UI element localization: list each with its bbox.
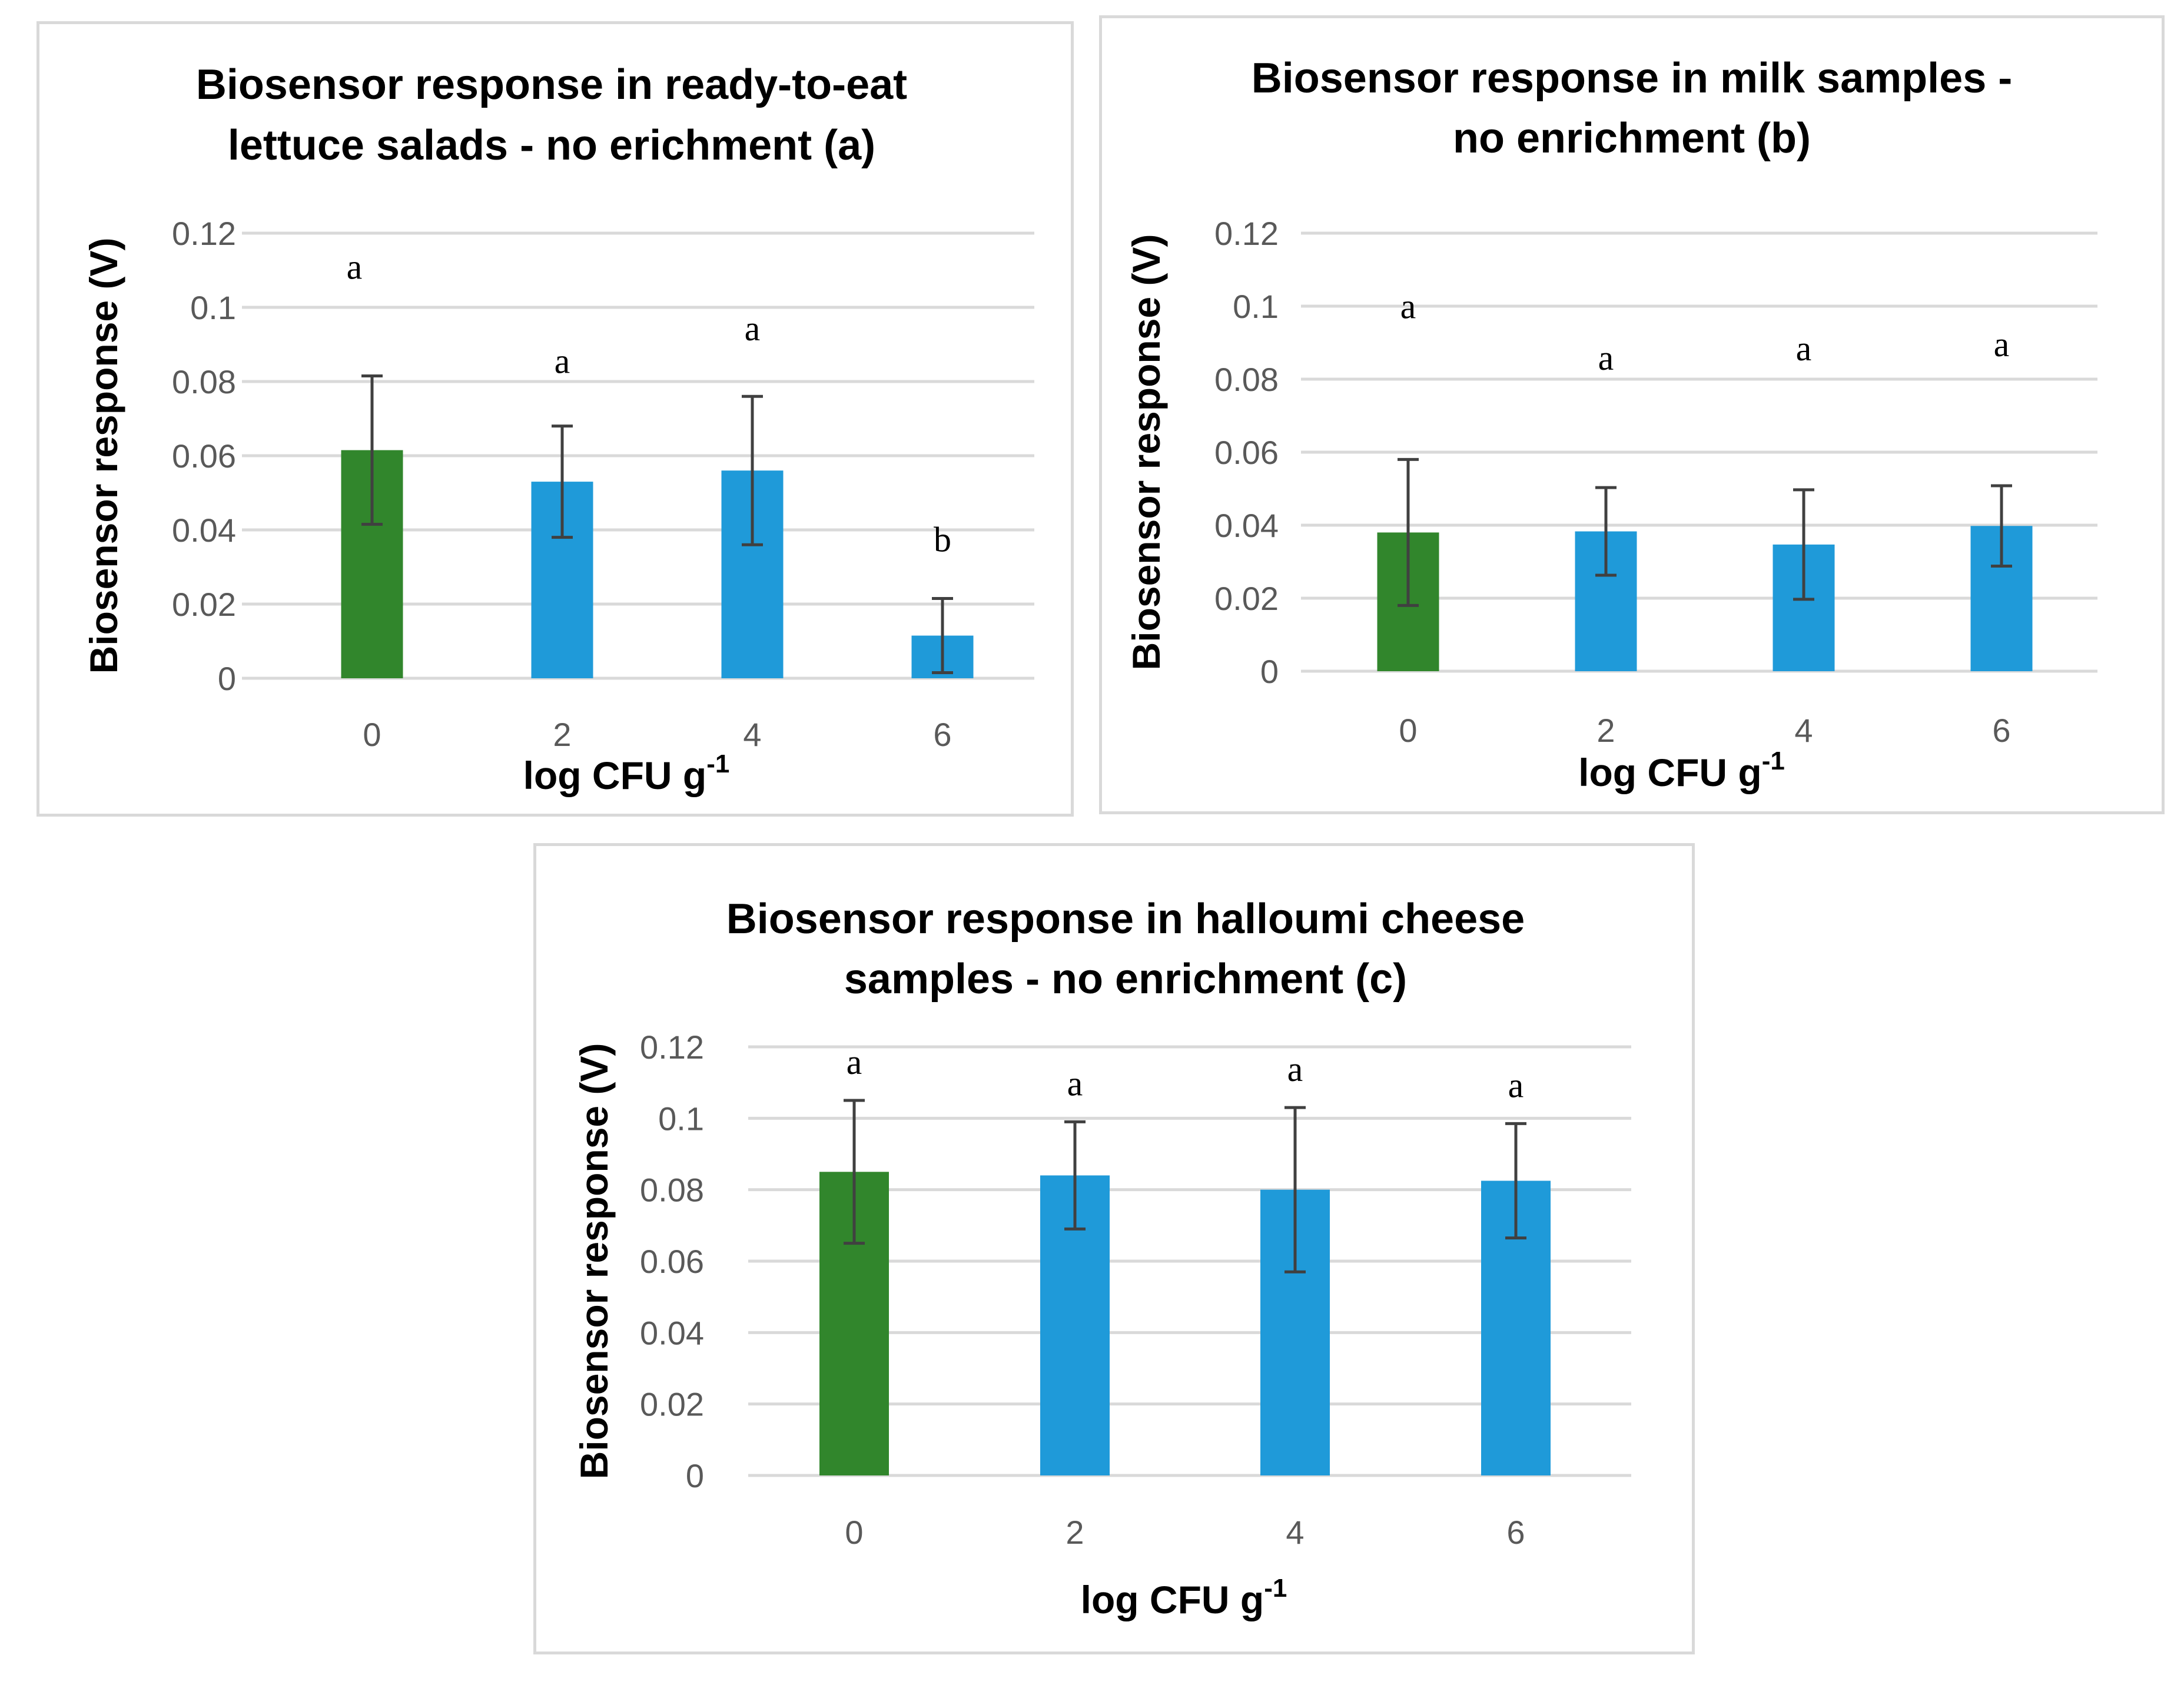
x-tick-label: 6 xyxy=(1506,1514,1525,1551)
x-tick-label: 0 xyxy=(363,716,381,753)
y-tick-label: 0.02 xyxy=(172,586,236,623)
x-tick-label: 2 xyxy=(1066,1514,1084,1551)
chart-svg-lettuce: Biosensor response in ready-to-eat lettuc… xyxy=(82,61,1034,797)
y-tick-label: 0 xyxy=(686,1457,704,1494)
chart-title-line: Biosensor response in halloumi cheese xyxy=(726,896,1525,943)
significance-letter: a xyxy=(847,1043,862,1082)
x-tick-label: 6 xyxy=(1992,712,2010,749)
chart-title-line: Biosensor response in milk samples - xyxy=(1252,55,2012,102)
significance-letter: b xyxy=(934,520,951,559)
y-tick-label: 0.12 xyxy=(640,1029,704,1066)
x-tick-label: 2 xyxy=(553,716,571,753)
chart-svg-halloumi: Biosensor response in halloumi cheese sam… xyxy=(572,896,1631,1621)
x-tick-label: 0 xyxy=(1399,712,1417,749)
x-axis-label: log CFU g-1 xyxy=(1081,1574,1287,1621)
y-tick-label: 0.12 xyxy=(1214,215,1279,252)
y-tick-label: 0.08 xyxy=(172,363,236,400)
x-axis-label-text: log CFU g xyxy=(523,754,707,797)
y-tick-label: 0.06 xyxy=(172,437,236,475)
y-tick-label: 0.1 xyxy=(658,1100,704,1137)
significance-letter: a xyxy=(1400,287,1416,326)
chart-title-line: lettuce salads - no erichment (a) xyxy=(228,122,875,169)
y-tick-label: 0 xyxy=(218,660,236,697)
x-axis-label: log CFU g-1 xyxy=(1578,747,1785,794)
y-tick-label: 0 xyxy=(1260,653,1279,690)
chart-svg-milk: Biosensor response in milk samples - no e… xyxy=(1124,55,2097,794)
x-axis-label-superscript: -1 xyxy=(706,750,729,778)
y-tick-label: 0.1 xyxy=(190,289,236,326)
significance-letter: a xyxy=(1796,329,1812,368)
y-tick-label: 0.08 xyxy=(1214,361,1279,398)
y-tick-label: 0.04 xyxy=(1214,507,1279,544)
y-tick-label: 0.08 xyxy=(640,1172,704,1209)
x-tick-label: 6 xyxy=(933,716,951,753)
y-axis-label: Biosensor response (V) xyxy=(1124,234,1168,671)
y-tick-label: 0.06 xyxy=(640,1243,704,1280)
significance-letter: a xyxy=(555,342,570,381)
x-axis-label-superscript: -1 xyxy=(1762,747,1785,775)
x-tick-label: 0 xyxy=(845,1514,863,1551)
chart-panel-lettuce: Biosensor response in ready-to-eat lettuc… xyxy=(36,21,1074,817)
y-tick-label: 0.1 xyxy=(1233,288,1279,325)
y-axis-label: Biosensor response (V) xyxy=(572,1043,616,1480)
chart-panel-milk: Biosensor response in milk samples - no e… xyxy=(1099,15,2165,814)
y-axis-label: Biosensor response (V) xyxy=(82,238,125,674)
significance-letter: a xyxy=(1287,1050,1303,1089)
significance-letter: a xyxy=(1994,325,2010,364)
x-tick-label: 4 xyxy=(1794,712,1813,749)
x-tick-label: 2 xyxy=(1596,712,1615,749)
x-axis-label: log CFU g-1 xyxy=(523,750,730,797)
y-tick-label: 0.02 xyxy=(640,1386,704,1423)
y-tick-label: 0.04 xyxy=(640,1314,704,1351)
chart-title-line: no enrichment (b) xyxy=(1453,115,1811,162)
y-tick-label: 0.04 xyxy=(172,512,236,549)
significance-letter: a xyxy=(745,309,761,348)
x-tick-label: 4 xyxy=(743,716,761,753)
x-axis-label-text: log CFU g xyxy=(1081,1578,1264,1621)
y-tick-label: 0.12 xyxy=(172,215,236,252)
chart-title-line: samples - no enrichment (c) xyxy=(844,956,1407,1003)
y-tick-label: 0.06 xyxy=(1214,434,1279,471)
significance-letter: a xyxy=(1508,1066,1524,1105)
chart-title-line: Biosensor response in ready-to-eat xyxy=(196,61,907,108)
significance-letter: a xyxy=(347,248,363,287)
significance-letter: a xyxy=(1067,1064,1083,1103)
x-axis-label-text: log CFU g xyxy=(1578,751,1762,794)
x-tick-label: 4 xyxy=(1286,1514,1304,1551)
x-axis-label-superscript: -1 xyxy=(1264,1574,1287,1603)
chart-panel-halloumi: Biosensor response in halloumi cheese sam… xyxy=(533,843,1695,1654)
y-tick-label: 0.02 xyxy=(1214,580,1279,617)
significance-letter: a xyxy=(1598,339,1614,377)
